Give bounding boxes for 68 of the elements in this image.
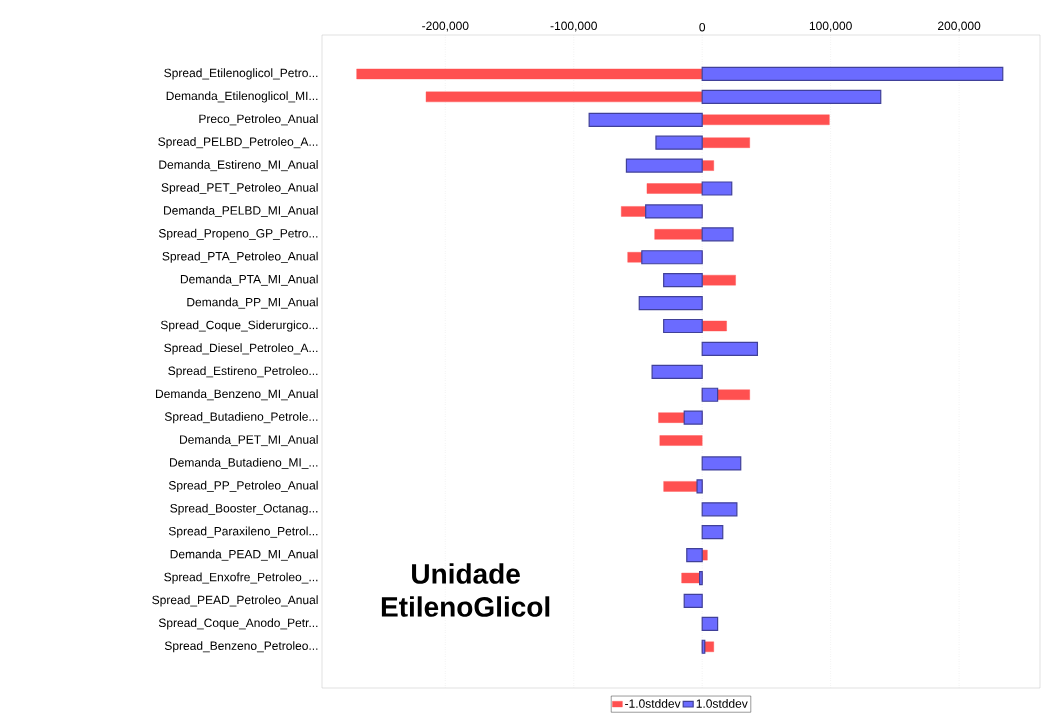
- bar: [638, 295, 703, 311]
- y-tick-label: Spread_Booster_Octanag...: [170, 503, 318, 515]
- y-tick-label: Spread_Coque_Siderurgico...: [160, 320, 318, 332]
- y-tick-label: Demanda_Etilenoglicol_MI...: [166, 91, 318, 103]
- bar: [702, 549, 708, 561]
- y-tick-label: Spread_PEAD_Petroleo_Anual: [152, 595, 318, 607]
- y-tick-label: Demanda_Benzeno_MI_Anual: [156, 389, 318, 401]
- bar: [686, 548, 703, 563]
- bar: [663, 273, 703, 288]
- y-tick-label: Demanda_PEAD_MI_Anual: [170, 549, 318, 561]
- bar: [645, 204, 703, 219]
- bar: [588, 112, 703, 127]
- bar: [701, 616, 719, 631]
- bar: [701, 456, 742, 471]
- x-tick-label: -100,000: [550, 21, 597, 32]
- y-tick-label: Spread_Coque_Anodo_Petr...: [158, 618, 318, 630]
- bar: [701, 387, 719, 402]
- y-tick-label: Spread_Benzeno_Petroleo...: [164, 641, 318, 653]
- y-tick-label: Preco_Petroleo_Anual: [199, 114, 318, 126]
- bar: [701, 525, 724, 540]
- bar: [625, 158, 703, 173]
- bar: [356, 68, 703, 80]
- bar: [701, 66, 1004, 82]
- y-tick-label: Demanda_Estireno_MI_Anual: [159, 160, 318, 172]
- y-tick-label: Spread_PTA_Petroleo_Anual: [162, 251, 318, 263]
- legend-label: 1.0stddev: [696, 699, 748, 708]
- bar: [646, 183, 703, 194]
- x-tick-label: 200,000: [938, 21, 981, 32]
- y-tick-label: Spread_PET_Petroleo_Anual: [161, 182, 318, 195]
- y-tick-label: Demanda_PET_MI_Anual: [180, 435, 318, 447]
- bar: [701, 181, 733, 196]
- bar: [654, 229, 703, 240]
- x-tick-label: 100,000: [809, 21, 852, 32]
- bar: [701, 89, 882, 104]
- bar: [655, 135, 703, 150]
- y-tick-label: Spread_Paraxileno_Petrol...: [168, 526, 318, 538]
- annotation: Unidade EtilenoGlicol: [381, 563, 550, 617]
- bar: [702, 320, 727, 332]
- y-tick-label: Spread_PP_Petroleo_Anual: [168, 480, 318, 492]
- x-tick-label: 0: [699, 22, 706, 32]
- bar: [659, 435, 703, 446]
- y-tick-label: Demanda_PTA_MI_Anual: [180, 274, 318, 286]
- y-tick-label: Spread_Etilenoglicol_Petro...: [164, 68, 318, 80]
- bar: [696, 479, 703, 494]
- bar: [701, 341, 759, 356]
- y-tick-label: Demanda_Butadieno_MI_...: [170, 457, 318, 470]
- y-tick-label: Spread_Enxofre_Petroleo_...: [164, 572, 318, 584]
- y-tick-label: Spread_Estireno_Petroleo...: [168, 366, 318, 378]
- bar: [701, 502, 738, 517]
- bar: [683, 593, 703, 609]
- bar: [683, 410, 703, 425]
- bar: [702, 160, 714, 171]
- y-tick-label: Spread_Butadieno_Petrole...: [164, 412, 318, 424]
- x-tick-label: -200,000: [422, 21, 469, 32]
- bar: [702, 274, 736, 286]
- bar: [663, 318, 703, 334]
- y-tick-label: Spread_Diesel_Petroleo_A...: [164, 343, 318, 355]
- bar: [425, 91, 703, 103]
- y-tick-label: Spread_Propeno_GP_Petro...: [158, 228, 318, 240]
- bar: [702, 137, 750, 148]
- bar: [651, 364, 703, 379]
- legend-label: -1.0stddev: [625, 699, 681, 708]
- y-tick-label: Demanda_PP_MI_Anual: [187, 297, 318, 309]
- bar: [701, 227, 734, 242]
- y-tick-label: Spread_PELBD_Petroleo_A...: [158, 137, 318, 149]
- bar: [641, 250, 703, 265]
- y-tick-label: Demanda_PELBD_MI_Anual: [164, 205, 318, 217]
- bar: [702, 114, 830, 125]
